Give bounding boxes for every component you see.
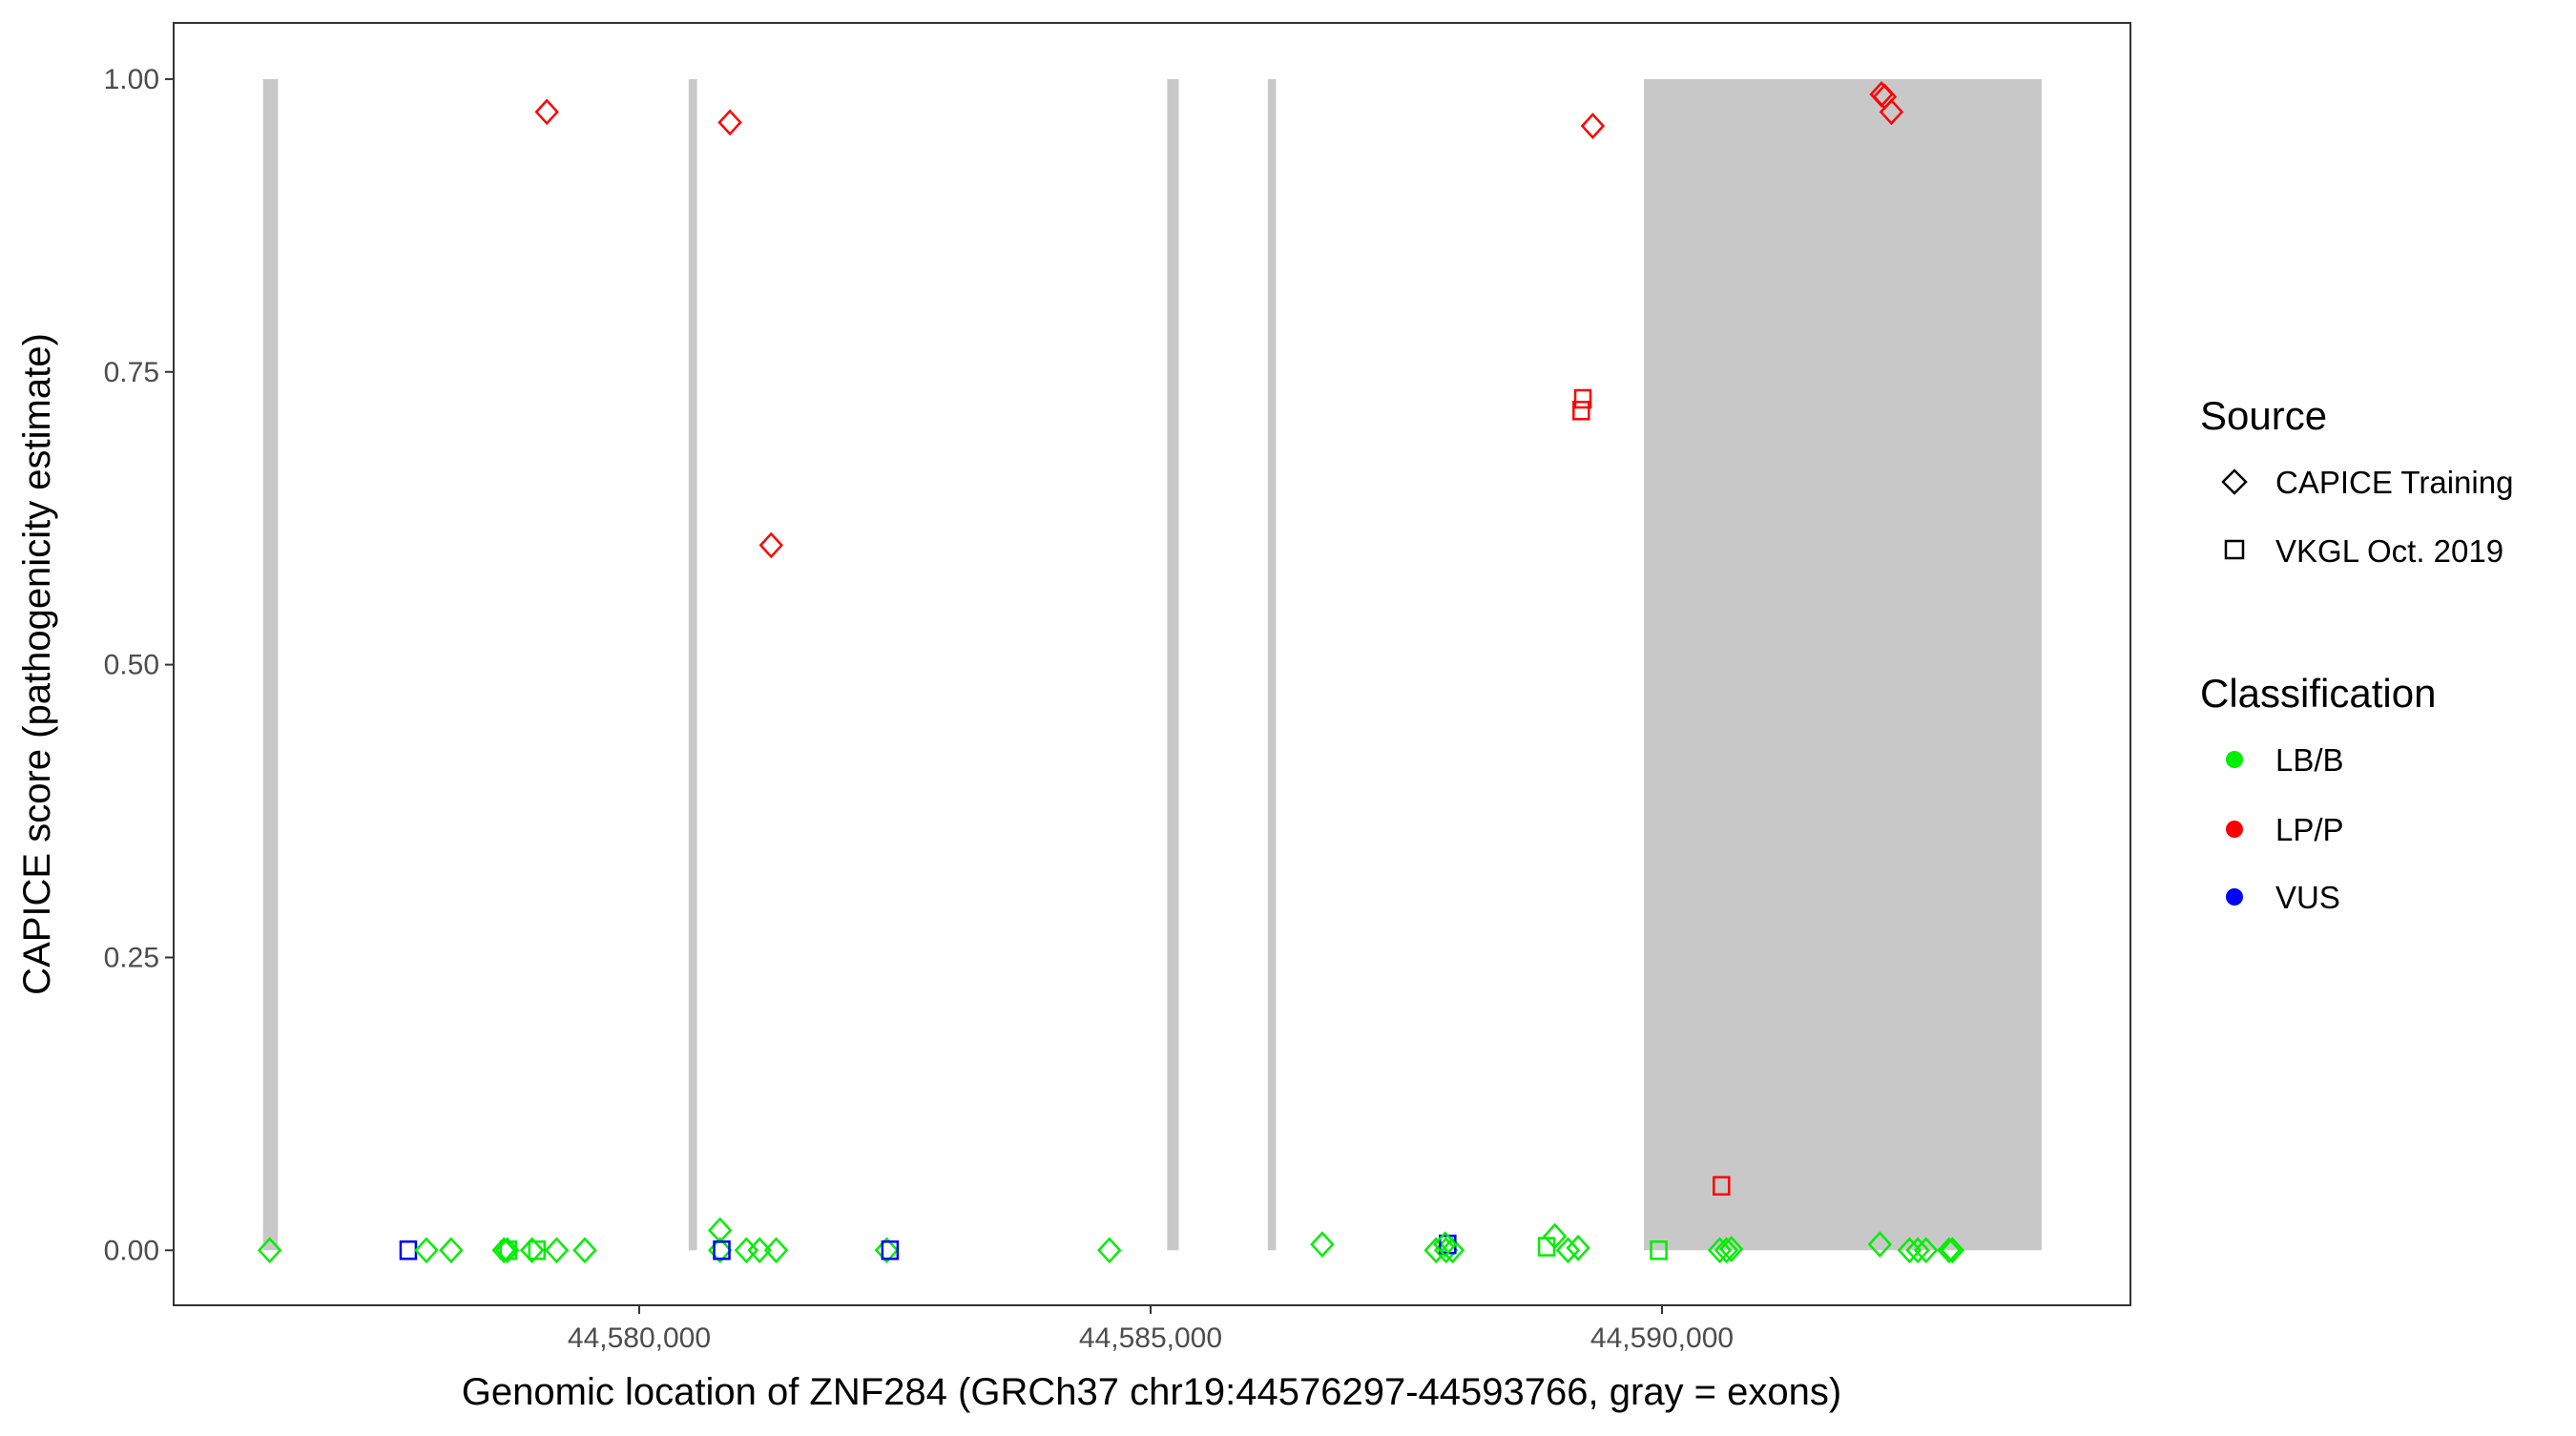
y-axis-title: CAPICE score (pathogenicity estimate): [16, 333, 58, 995]
point-lbb-capice: [1555, 1237, 1581, 1264]
legend-class-lbb: LB/B: [2275, 742, 2344, 778]
exon-bar: [1167, 78, 1179, 1251]
point-lbb-vkgl: [1537, 1237, 1556, 1257]
point-lbb-capice: [747, 1237, 772, 1264]
point-lbb-capice: [1867, 1231, 1893, 1259]
x-axis-title: Genomic location of ZNF284 (GRCh37 chr19…: [462, 1371, 1841, 1413]
legend-source-capice: CAPICE Training: [2275, 465, 2513, 500]
point-lbb-capice: [572, 1237, 597, 1264]
exon-bar: [688, 78, 697, 1251]
point-lbb-capice: [1714, 1237, 1739, 1264]
point-lpp-capice: [1879, 98, 1904, 126]
point-lbb-capice: [439, 1237, 464, 1264]
point-vus-vkgl: [881, 1240, 900, 1260]
exon-bar: [262, 78, 279, 1251]
legend-lpp-dot: [2226, 821, 2243, 838]
point-lbb-capice: [1440, 1237, 1465, 1264]
y-tick-label: 0.75: [104, 357, 159, 388]
point-lbb-capice: [763, 1237, 789, 1264]
point-lpp-vkgl: [1573, 388, 1592, 409]
legend-diamond-icon: [2221, 468, 2248, 495]
point-lbb-capice: [1542, 1222, 1568, 1250]
legend-classification-title: Classification: [2200, 671, 2436, 716]
y-tick-label: 1.00: [104, 64, 159, 95]
point-lbb-capice: [1914, 1237, 1939, 1264]
point-lbb-capice: [519, 1237, 545, 1264]
point-lbb-capice: [1423, 1237, 1448, 1264]
y-axis-ticks: 0.00 0.25 0.50 0.75 1.00: [104, 64, 174, 1266]
point-lpp-vkgl: [1572, 401, 1590, 421]
point-lbb-capice: [257, 1237, 282, 1264]
data-points: [257, 81, 1965, 1264]
exon-regions: [262, 78, 2042, 1251]
point-lbb-capice: [1433, 1231, 1458, 1259]
point-vus-vkgl: [399, 1240, 418, 1260]
point-lbb-capice: [491, 1237, 516, 1264]
point-lpp-capice: [717, 109, 742, 136]
legend: Source CAPICE Training VKGL Oct. 2019 Cl…: [2200, 393, 2513, 915]
point-vus-vkgl: [713, 1240, 731, 1260]
x-tick-label: 44,580,000: [568, 1322, 711, 1354]
y-tick-label: 0.25: [104, 942, 159, 973]
point-lbb-capice: [1707, 1237, 1733, 1264]
point-lbb-capice: [1097, 1237, 1122, 1264]
point-lpp-capice: [758, 531, 783, 559]
x-tick-label: 44,585,000: [1079, 1322, 1222, 1354]
legend-lbb-dot: [2226, 751, 2243, 768]
point-lbb-capice: [1940, 1237, 1965, 1264]
point-lbb-vkgl: [499, 1240, 518, 1260]
point-lbb-capice: [734, 1237, 759, 1264]
point-lbb-capice: [1897, 1237, 1922, 1264]
point-lbb-capice: [1905, 1237, 1930, 1264]
legend-vus-dot: [2226, 888, 2243, 905]
exon-bar: [1644, 78, 2042, 1251]
exon-bar: [1267, 78, 1277, 1251]
x-axis-ticks: 44,580,000 44,585,000 44,590,000: [568, 1305, 1734, 1354]
point-lbb-capice: [1719, 1236, 1744, 1262]
legend-class-lpp: LP/P: [2275, 812, 2344, 847]
legend-square-icon: [2224, 539, 2245, 560]
point-lpp-vkgl: [1713, 1176, 1731, 1197]
point-lbb-capice: [1937, 1237, 1962, 1264]
point-lbb-capice: [544, 1237, 570, 1264]
point-lbb-capice: [1566, 1235, 1590, 1261]
legend-class-vus: VUS: [2275, 880, 2340, 915]
point-lbb-capice: [874, 1237, 900, 1264]
legend-source-title: Source: [2200, 393, 2327, 438]
point-lbb-capice: [1310, 1231, 1335, 1259]
point-lbb-vkgl: [1650, 1240, 1668, 1260]
legend-source-vkgl: VKGL Oct. 2019: [2275, 533, 2503, 569]
x-tick-label: 44,590,000: [1590, 1322, 1734, 1354]
point-lbb-capice: [414, 1237, 439, 1264]
y-tick-label: 0.50: [104, 650, 159, 681]
point-lpp-capice: [534, 98, 559, 126]
point-lpp-capice: [1580, 113, 1606, 139]
y-tick-label: 0.00: [104, 1235, 159, 1266]
